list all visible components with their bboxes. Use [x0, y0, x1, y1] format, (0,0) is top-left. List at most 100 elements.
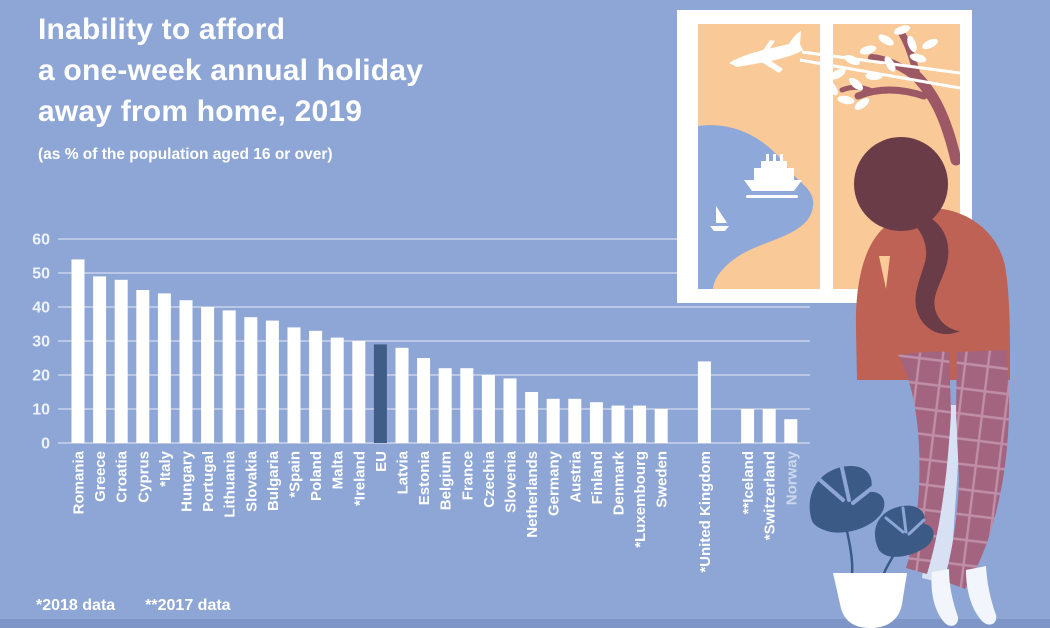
woman-pants	[898, 350, 1010, 589]
bar-italy	[157, 293, 171, 443]
bar-france	[460, 368, 474, 443]
x-label-slovakia: Slovakia	[243, 450, 260, 512]
bar-austria	[568, 398, 582, 443]
bar-iceland	[741, 409, 755, 443]
x-label-iceland: **Iceland	[740, 451, 757, 514]
y-tick-20: 20	[32, 368, 50, 385]
bar-czechia	[481, 375, 495, 443]
x-label-france: France	[459, 451, 476, 500]
bar-spain	[287, 327, 301, 443]
bar-bulgaria	[265, 320, 279, 443]
bar-romania	[71, 259, 85, 443]
x-label-greece: Greece	[92, 451, 109, 502]
bar-cyprus	[136, 290, 150, 443]
sleeve-gap	[879, 256, 890, 289]
x-label-denmark: Denmark	[611, 450, 628, 515]
bar-norway	[784, 419, 798, 443]
x-label-finland: Finland	[589, 451, 606, 504]
x-label-austria: Austria	[567, 450, 584, 502]
x-label-croatia: Croatia	[114, 450, 131, 502]
woman-ponytail	[910, 214, 960, 335]
x-label-slovenia: Slovenia	[503, 450, 520, 512]
bar-germany	[546, 398, 560, 443]
bar-malta	[330, 337, 344, 443]
x-label-romania: Romania	[71, 450, 88, 514]
x-label-germany: Germany	[546, 450, 563, 516]
x-label-lithuania: Lithuania	[222, 450, 239, 517]
bar-estonia	[417, 358, 431, 443]
bar-slovenia	[503, 378, 517, 443]
footnote-2018: *2018 data	[36, 597, 116, 614]
tree-branch	[839, 30, 960, 166]
bar-latvia	[395, 347, 409, 443]
page-title: Inability to afford a one-week annual ho…	[38, 10, 423, 132]
x-label-hungary: Hungary	[179, 450, 196, 512]
footnotes: *2018 data **2017 data	[36, 597, 231, 615]
x-label-spain: *Spain	[287, 451, 304, 498]
x-label-eu: EU	[373, 451, 390, 472]
plant-stems	[844, 526, 895, 575]
title-line-3: away from home, 2019	[38, 94, 363, 128]
airplane-icon	[729, 31, 803, 73]
x-label-sweden: Sweden	[654, 451, 671, 508]
bar-lithuania	[222, 310, 236, 443]
bar-portugal	[201, 307, 215, 443]
plant	[809, 466, 934, 628]
ferry-icon	[744, 154, 802, 198]
x-label-estonia: Estonia	[416, 450, 433, 505]
y-tick-50: 50	[32, 266, 50, 283]
bar-slovakia	[244, 317, 258, 443]
woman-hair	[854, 137, 948, 231]
bar-hungary	[179, 300, 193, 443]
bar-eu	[373, 344, 387, 443]
sailboat-icon	[710, 206, 729, 231]
x-label-italy: *Italy	[157, 450, 174, 487]
x-label-unitedkingdom: *United Kingdom	[697, 451, 714, 573]
contrail-line-2	[799, 58, 960, 90]
page-subtitle: (as % of the population aged 16 or over)	[38, 146, 333, 163]
footnote-2017: **2017 data	[145, 597, 231, 614]
bar-sweden	[654, 409, 668, 443]
x-label-switzerland: *Switzerland	[762, 451, 779, 540]
bar-poland	[309, 330, 323, 443]
woman-figure	[854, 137, 1010, 626]
y-tick-40: 40	[32, 300, 50, 317]
y-tick-0: 0	[41, 436, 50, 453]
leaf-slits-small	[884, 506, 926, 536]
bar-netherlands	[525, 392, 539, 443]
x-label-ireland: *Ireland	[351, 451, 368, 506]
x-label-luxembourg: *Luxembourg	[632, 451, 649, 548]
x-label-poland: Poland	[308, 451, 325, 501]
contrail-line-1	[801, 50, 960, 75]
bar-belgium	[438, 368, 452, 443]
bar-luxembourg	[633, 405, 647, 443]
x-label-latvia: Latvia	[395, 450, 412, 494]
y-tick-10: 10	[32, 402, 50, 419]
bar-ireland	[352, 341, 366, 443]
y-tick-60: 60	[32, 232, 50, 249]
title-line-1: Inability to afford	[38, 13, 286, 46]
bar-finland	[589, 402, 603, 443]
x-label-portugal: Portugal	[200, 451, 217, 512]
woman-shoes	[931, 566, 997, 626]
title-line-2: a one-week annual holiday	[38, 53, 424, 87]
bar-unitedkingdom	[697, 361, 711, 443]
x-label-czechia: Czechia	[481, 450, 498, 507]
x-label-cyprus: Cyprus	[135, 451, 152, 503]
bar-denmark	[611, 405, 625, 443]
plant-pot	[833, 573, 907, 628]
bar-switzerland	[762, 409, 776, 443]
y-tick-30: 30	[32, 334, 50, 351]
x-label-belgium: Belgium	[438, 451, 455, 510]
x-label-bulgaria: Bulgaria	[265, 450, 282, 511]
x-label-netherlands: Netherlands	[524, 451, 541, 538]
x-label-malta: Malta	[330, 450, 347, 489]
bottom-strip	[0, 619, 1050, 628]
bar-greece	[93, 276, 107, 443]
bar-croatia	[114, 279, 128, 443]
leaf-slits-large	[818, 466, 874, 505]
x-label-norway: Norway	[783, 450, 800, 505]
